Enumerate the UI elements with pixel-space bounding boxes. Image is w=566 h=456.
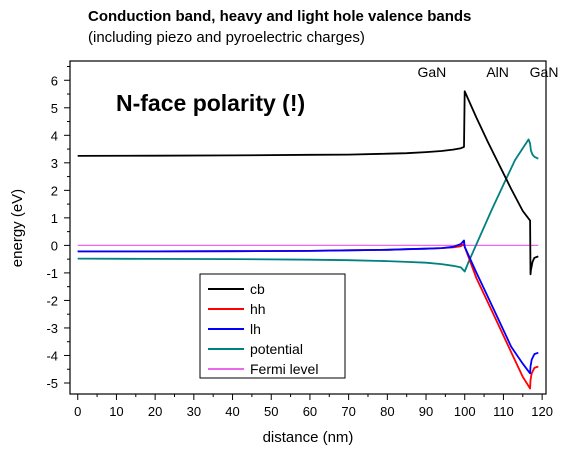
x-tick-label: 0 [74, 404, 81, 419]
y-tick-label: -1 [46, 266, 58, 281]
y-tick-label: -2 [46, 293, 58, 308]
x-tick-label: 100 [454, 404, 476, 419]
x-tick-label: 110 [493, 404, 514, 419]
x-tick-label: 60 [303, 404, 317, 419]
y-tick-label: -4 [46, 348, 58, 363]
x-tick-label: 70 [341, 404, 355, 419]
region-label: GaN [530, 64, 559, 80]
x-tick-label: 50 [264, 404, 278, 419]
plot-area-frame [69, 60, 547, 395]
series-line-potential [77, 138, 539, 273]
x-axis-ticks: 0 10 20 30 40 50 60 70 80 90 100 110 120 [74, 394, 553, 419]
series-line-lh [77, 239, 539, 375]
legend-entry: lh [250, 321, 261, 337]
y-tick-label: 0 [51, 238, 58, 253]
x-axis-label: distance (nm) [263, 429, 354, 446]
legend-entry: potential [250, 341, 303, 357]
y-tick-label: 3 [51, 156, 58, 171]
y-axis-ticks: -5 -4 -3 -2 -1 0 1 2 3 4 5 6 [46, 66, 70, 391]
y-tick-label: -3 [46, 321, 58, 336]
region-label: AlN [486, 64, 509, 80]
x-tick-label: 40 [225, 404, 239, 419]
legend-entry: cb [250, 281, 265, 297]
x-tick-label: 30 [187, 404, 201, 419]
series-layer [77, 90, 539, 390]
y-tick-label: -5 [46, 376, 58, 391]
y-tick-label: 1 [51, 211, 58, 226]
legend-box [199, 273, 346, 379]
polarity-annotation: N-face polarity (!) [116, 90, 305, 116]
series-line-cb [77, 90, 539, 276]
y-tick-label: 2 [51, 183, 58, 198]
region-label: GaN [417, 64, 446, 80]
legend: cb hh lh potential Fermi level [199, 273, 346, 379]
x-tick-label: 20 [148, 404, 162, 419]
region-labels: GaN AlN GaN [417, 64, 558, 80]
x-tick-label: 10 [109, 404, 123, 419]
x-tick-label: 80 [380, 404, 394, 419]
chart-subtitle: (including piezo and pyroelectric charge… [88, 29, 365, 46]
x-tick-label: 120 [531, 404, 553, 419]
y-axis-label: energy (eV) [9, 189, 26, 267]
y-tick-label: 4 [51, 128, 58, 143]
y-tick-label: 6 [51, 73, 58, 88]
legend-entry: hh [250, 301, 266, 317]
legend-entry: Fermi level [250, 361, 318, 377]
chart-title: Conduction band, heavy and light hole va… [88, 8, 471, 25]
y-tick-label: 5 [51, 101, 58, 116]
x-tick-label: 90 [419, 404, 433, 419]
